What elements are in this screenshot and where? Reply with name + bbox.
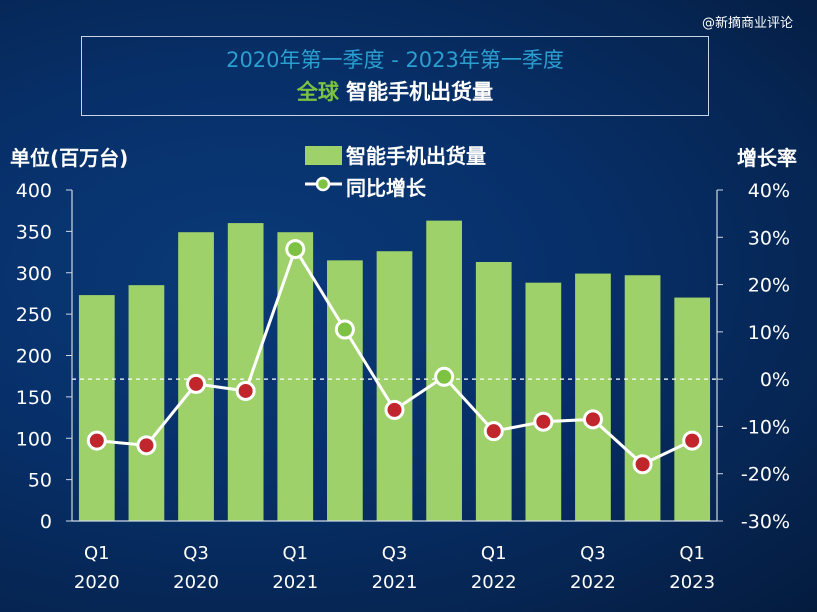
left-axis-label: 单位(百万台) [10,146,129,170]
x-tick-quarter: Q3 [580,543,606,564]
growth-point-Q1-2022 [483,421,504,442]
growth-point-Q4-2022 [632,454,653,475]
x-tick-quarter: Q1 [679,543,705,564]
growth-point-Q1-2020 [86,430,107,451]
chart-title-date-range: 2020年第一季度 - 2023年第一季度 [226,48,564,72]
growth-point-Q2-2022 [533,411,554,432]
growth-point-Q1-2021 [285,239,306,260]
right-tick-label: 10% [748,322,790,344]
bar-Q4-2020 [227,223,264,521]
x-axis-ticks: Q1 2020 Q3 2020 Q1 2021 Q3 2021 Q1 2022 Q3 2022 Q1 20… [74,543,715,593]
left-tick-label: 100 [16,428,52,450]
watermark: @新摘商业评论 [701,16,793,31]
growth-point-Q4-2021 [434,366,455,387]
x-tick-year: 2022 [471,572,517,593]
growth-line-series [86,239,703,475]
growth-point-Q3-2021 [384,399,405,420]
growth-point-Q3-2022 [582,409,603,430]
bar-Q1-2022 [475,261,512,521]
growth-point-Q3-2020 [186,373,207,394]
chart-title-box: 2020年第一季度 - 2023年第一季度 全球 智能手机出货量 [81,36,709,116]
left-axis-ticks: 0 50 100 150 200 250 300 350 400 [16,180,72,533]
x-tick-year: 2023 [669,572,715,593]
growth-point-Q1-2023 [682,430,703,451]
x-tick-quarter: Q1 [481,543,507,564]
x-tick-year: 2021 [272,572,318,593]
left-tick-label: 300 [16,263,52,285]
legend-line-label: 同比增长 [346,176,426,200]
chart-title-rest: 智能手机出货量 [338,80,494,104]
right-tick-label: -30% [741,511,790,533]
left-tick-label: 50 [28,470,52,492]
right-axis-label: 增长率 [737,146,797,170]
right-tick-label: 20% [748,275,790,297]
right-tick-label: 40% [748,180,790,202]
x-tick-quarter: Q3 [183,543,209,564]
right-tick-label: -10% [741,416,790,438]
bar-Q3-2021 [376,251,413,522]
bar-Q1-2020 [78,295,115,521]
legend-bar-swatch [305,146,342,165]
growth-point-Q2-2020 [136,435,157,456]
legend-bar-label: 智能手机出货量 [346,144,486,168]
chart-title-main: 全球 智能手机出货量 [82,76,708,106]
left-tick-label: 350 [16,221,52,243]
growth-point-Q2-2021 [334,319,355,340]
legend-line-dot [315,176,331,192]
left-tick-label: 150 [16,387,52,409]
chart-title-accent: 全球 [296,80,339,104]
bar-Q1-2023 [674,297,711,521]
left-tick-label: 250 [16,304,52,326]
right-tick-label: 30% [748,227,790,249]
x-tick-year: 2021 [372,572,418,593]
x-tick-year: 2020 [74,572,120,593]
x-tick-quarter: Q1 [282,543,308,564]
growth-point-Q4-2020 [235,380,256,401]
bar-Q2-2021 [327,260,363,521]
left-tick-label: 0 [40,511,52,533]
bar-Q2-2020 [128,285,165,521]
bar-series [78,220,711,522]
x-tick-year: 2022 [570,572,616,593]
bar-Q2-2022 [525,282,562,521]
right-tick-label: 0% [760,369,790,391]
left-tick-label: 400 [16,180,52,202]
x-tick-year: 2020 [173,572,219,593]
x-tick-quarter: Q3 [382,543,408,564]
right-axis-ticks: -30% -20% -10% 0% 10% 20% 30% 40% [717,180,790,533]
bar-Q1-2021 [277,232,314,521]
legend-line-marker [305,176,342,192]
left-tick-label: 200 [16,346,52,368]
bar-Q4-2022 [624,275,661,521]
right-tick-label: -20% [741,464,790,486]
bar-Q3-2022 [575,273,611,521]
x-tick-quarter: Q1 [84,543,110,564]
